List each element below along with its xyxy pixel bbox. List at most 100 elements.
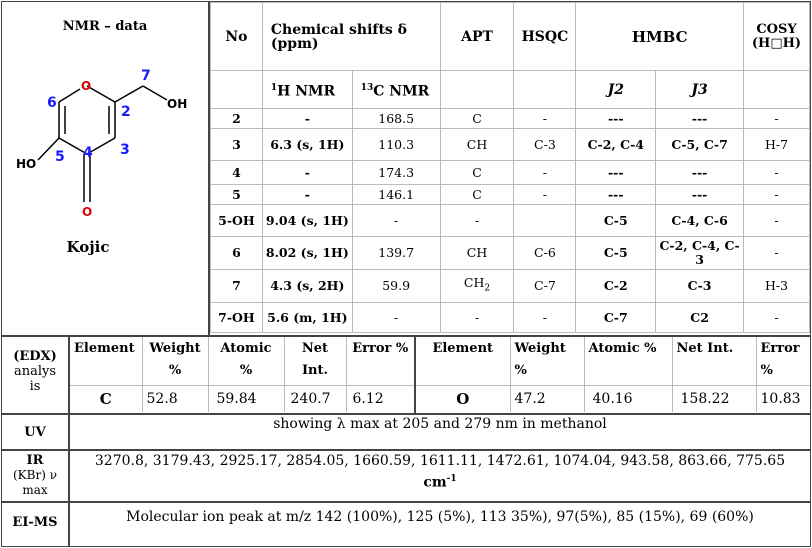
cell-no: 6: [210, 236, 263, 270]
uv-text: showing λ max at 205 and 279 nm in metha…: [273, 416, 607, 432]
subheader-c-nmr: 13C NMR: [351, 70, 441, 109]
edx-header-error-2: Error %: [756, 337, 810, 386]
ir-unit-superscript: -1: [446, 474, 457, 484]
cell-h: -: [261, 184, 353, 205]
cell-c: 59.9: [351, 269, 441, 303]
cell-j2: C-2: [575, 269, 657, 303]
table-row: 2 - 168.5 C - --- --- -: [210, 108, 811, 129]
cell-cosy: -: [742, 108, 811, 129]
edx-table-frame: Element Weight % Atomic % Net Int. Error…: [69, 336, 811, 414]
cell-cosy: H-7: [742, 128, 811, 161]
cell-h: 8.02 (s, 1H): [261, 236, 353, 270]
edx-error-c: 6.12: [352, 390, 384, 407]
header-apt: APT: [439, 2, 515, 71]
edx-table-right: Element Weight % Atomic % Net Int. Error…: [416, 337, 810, 412]
cell-j2: C-2, C-4: [575, 128, 657, 161]
panel-title: NMR – data: [62, 19, 148, 34]
atom-number-7: 7: [141, 68, 151, 84]
cell-apt: C: [439, 184, 515, 205]
h-nmr-superscript: 1: [270, 82, 278, 93]
cell-h: 6.3 (s, 1H): [261, 128, 353, 161]
carbonyl-oxygen-label: O: [82, 205, 92, 219]
table-row: 6 8.02 (s, 1H) 139.7 CH C-6 C-5 C-2, C-4…: [210, 236, 811, 270]
uv-label-cell: UV: [1, 414, 69, 450]
apt-text: CH: [463, 275, 485, 291]
eims-value-cell: Molecular ion peak at m/z 142 (100%), 12…: [69, 502, 811, 547]
cell-j3: C-3: [655, 269, 744, 303]
edx-header-element: Element: [70, 337, 143, 386]
edx-label: (EDX): [13, 349, 57, 364]
table-row: 7 4.3 (s, 2H) 59.9 CH2 C-7 C-2 C-3 H-3: [210, 269, 811, 303]
edx-table: Element Weight % Atomic % Net Int. Error…: [70, 337, 414, 412]
cell-c: -: [351, 302, 441, 333]
cell-h: 4.3 (s, 2H): [261, 269, 353, 303]
header-hmbc: HMBC: [575, 2, 744, 71]
edx-header-element-2: Element: [416, 337, 511, 386]
edx-weight-o: 47.2: [510, 385, 585, 412]
table-row: 4 - 174.3 C - --- --- -: [210, 160, 811, 185]
c-nmr-label: C NMR: [373, 83, 430, 100]
header-hsqc: HSQC: [513, 2, 577, 71]
cell-j2: ---: [575, 184, 657, 205]
cell-hsqc: C-7: [513, 269, 577, 303]
subheader-j2: J2: [575, 70, 657, 109]
cell-j2: ---: [575, 160, 657, 185]
cell-c: 168.5: [351, 108, 441, 129]
atom-number-2: 2: [121, 104, 131, 120]
cell-cosy: -: [742, 204, 811, 237]
eims-label: EI-MS: [12, 515, 58, 530]
atom-number-6: 6: [47, 95, 57, 111]
subheader-empty: [210, 70, 263, 109]
edx-element-o: O: [416, 385, 511, 412]
edx-label-cell: (EDX) analysis: [1, 336, 69, 414]
edx-net-o: 158.22: [672, 385, 757, 412]
ir-label-cell: IR (KBr) ν max: [1, 450, 69, 502]
edx-atomic-o: 40.16: [584, 385, 673, 412]
ring-oxygen-label: O: [81, 79, 91, 93]
edx-atomic-c: 59.84: [208, 385, 285, 412]
cell-cosy: -: [742, 160, 811, 185]
edx-header-error: Error %: [346, 337, 414, 386]
edx-header-atomic: Atomic %: [208, 337, 285, 386]
cell-c: 110.3: [351, 128, 441, 161]
table-row: 5-OH 9.04 (s, 1H) - - C-5 C-4, C-6 -: [210, 204, 811, 237]
edx-weight-c: 52.8: [142, 385, 209, 412]
edx-header-weight-2: Weight %: [510, 337, 585, 386]
ir-label: IR: [26, 453, 44, 468]
header-cosy: COSY (H□H): [742, 2, 811, 71]
cell-j3: C-4, C-6: [655, 204, 744, 237]
cell-hsqc: -: [513, 160, 577, 185]
ir-text-block: 3270.8, 3179.43, 2925.17, 2854.05, 1660.…: [70, 451, 810, 492]
cell-hsqc: -: [513, 184, 577, 205]
oh-label: OH: [167, 97, 187, 111]
cell-h: -: [261, 108, 353, 129]
eims-text: Molecular ion peak at m/z 142 (100%), 12…: [126, 509, 754, 525]
cell-cosy: -: [742, 302, 811, 333]
cell-j3: ---: [655, 160, 744, 185]
header-shifts: Chemical shifts δ (ppm): [261, 2, 441, 71]
cell-apt: -: [439, 204, 515, 237]
cell-h: 9.04 (s, 1H): [261, 204, 353, 237]
edx-element-c: C: [70, 385, 143, 412]
cell-no: 2: [210, 108, 263, 129]
cell-c: 174.3: [351, 160, 441, 185]
cell-apt: CH: [439, 128, 515, 161]
subheader-j3: J3: [655, 70, 744, 109]
cell-no: 3: [210, 128, 263, 161]
cell-hsqc: -: [513, 302, 577, 333]
nmr-table: No Chemical shifts δ (ppm) APT HSQC HMBC…: [210, 2, 811, 333]
cell-j2: C-5: [575, 204, 657, 237]
cell-no: 5: [210, 184, 263, 205]
atom-number-4: 4: [83, 145, 93, 161]
eims-label-cell: EI-MS: [1, 502, 69, 547]
cell-j3: ---: [655, 184, 744, 205]
table-row: 5 - 146.1 C - --- --- -: [210, 184, 811, 205]
edx-header-weight: Weight %: [142, 337, 209, 386]
structure-panel: NMR – data O O OH HO 2: [1, 1, 209, 336]
uv-value-cell: showing λ max at 205 and 279 nm in metha…: [69, 414, 811, 450]
kojic-structure: O O OH HO 2 3 4 5 6 7: [16, 68, 187, 219]
nmr-table-frame: No Chemical shifts δ (ppm) APT HSQC HMBC…: [209, 1, 811, 336]
cell-h: -: [261, 160, 353, 185]
table-row: 7-OH 5.6 (m, 1H) - - - C-7 C2 -: [210, 302, 811, 333]
edx-header-atomic-2: Atomic %: [584, 337, 673, 386]
